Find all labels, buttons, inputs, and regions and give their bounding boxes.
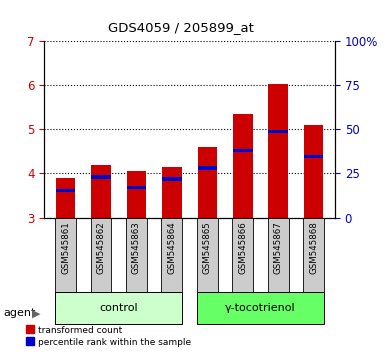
Bar [162,167,182,218]
Bar [55,292,182,324]
Bar [56,178,75,218]
Text: GSM545866: GSM545866 [238,222,247,274]
Bar [126,218,147,292]
Bar [197,292,324,324]
Text: control: control [99,303,138,313]
Bar [127,186,146,189]
Text: GSM545864: GSM545864 [167,222,176,274]
Bar [268,84,288,218]
Text: GSM545868: GSM545868 [309,222,318,274]
Bar [197,218,218,292]
Bar [304,155,323,159]
Text: ▶: ▶ [32,308,40,318]
Legend: transformed count, percentile rank within the sample: transformed count, percentile rank withi… [25,326,191,347]
Bar [303,218,324,292]
Bar [232,218,253,292]
Bar [198,166,217,170]
Text: GSM545863: GSM545863 [132,222,141,274]
Bar [268,130,288,133]
Bar [127,171,146,218]
Bar [55,218,76,292]
Text: agent: agent [4,308,36,318]
Bar [233,149,253,152]
Bar [162,177,182,181]
Text: GSM545862: GSM545862 [97,222,105,274]
Text: GSM545865: GSM545865 [203,222,212,274]
Bar [198,147,217,218]
Text: GDS4059 / 205899_at: GDS4059 / 205899_at [108,21,254,34]
Bar [91,175,111,179]
Bar [91,165,111,218]
Text: GSM545861: GSM545861 [61,222,70,274]
Bar [90,218,111,292]
Bar [161,218,182,292]
Bar [268,218,289,292]
Bar [233,114,253,218]
Bar [56,189,75,192]
Text: γ-tocotrienol: γ-tocotrienol [225,303,296,313]
Bar [304,125,323,218]
Text: GSM545867: GSM545867 [274,222,283,274]
